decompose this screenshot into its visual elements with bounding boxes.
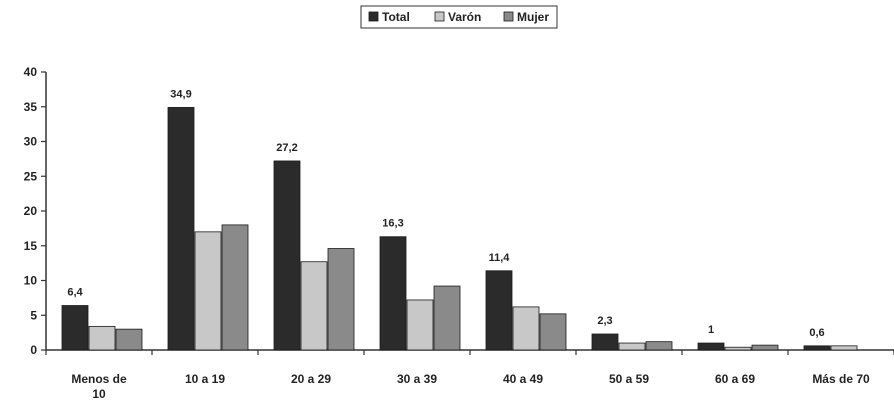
data-label: 0,6 <box>809 327 824 339</box>
x-tick-label: Más de 70 <box>812 372 870 386</box>
data-label: 16,3 <box>382 218 403 230</box>
y-tick-label: 0 <box>30 343 37 357</box>
bar-total-2 <box>273 160 301 351</box>
data-label: 11,4 <box>489 252 511 264</box>
data-label: 1 <box>708 324 714 336</box>
bar-total-3 <box>379 236 407 351</box>
bar-varon-6 <box>724 346 752 351</box>
bar-mujer-4 <box>539 313 567 351</box>
y-tick-label: 25 <box>24 169 38 183</box>
bar-mujer-6 <box>751 344 779 351</box>
data-labels: 6,4 34,9 27,2 16,3 11,4 2,3 1 0,6 <box>67 88 824 338</box>
bar-varon-3 <box>406 299 434 351</box>
legend-entry: Varón <box>448 10 481 24</box>
bar-varon-7 <box>830 345 858 351</box>
bar-mujer-0 <box>115 328 143 351</box>
y-tick-label: 20 <box>24 204 38 218</box>
bar-varon-5 <box>618 342 646 351</box>
bar-mujer-1 <box>221 224 249 351</box>
x-tick-label: Menos de 10 <box>71 372 127 401</box>
bar-total-6 <box>697 342 725 351</box>
bar-varon-1 <box>194 231 222 351</box>
x-tick-label: 30 a 39 <box>397 372 437 386</box>
bar-mujer-2 <box>327 248 355 351</box>
x-tick-label: 50 a 59 <box>609 372 649 386</box>
y-tick-label: 10 <box>24 274 38 288</box>
x-axis: Menos de 10 10 a 19 20 a 29 30 a 39 40 a 49 50… <box>45 349 894 401</box>
bar-total-5 <box>591 333 619 351</box>
x-tick-label: 10 a 19 <box>185 372 225 386</box>
data-label: 34,9 <box>170 88 191 100</box>
legend-entry: Total <box>382 10 410 24</box>
bar-mujer-5 <box>645 341 673 351</box>
x-tick-label: 60 a 69 <box>715 372 755 386</box>
y-tick-label: 35 <box>24 100 38 114</box>
bar-total-0 <box>61 305 89 351</box>
x-tick-label: 20 a 29 <box>291 372 331 386</box>
legend-swatch <box>368 11 379 22</box>
legend-entry: Mujer <box>517 10 549 24</box>
bar-mujer-3 <box>433 285 461 351</box>
legend-box <box>360 5 558 29</box>
y-tick-label: 30 <box>24 135 38 149</box>
chart-legend: Total Varón Mujer <box>360 5 558 29</box>
data-label: 27,2 <box>276 142 297 154</box>
bar-varon-4 <box>512 306 540 351</box>
y-axis: 0 5 10 15 20 25 30 35 40 <box>24 65 47 357</box>
data-label: 6,4 <box>67 287 83 299</box>
bar-varon-2 <box>300 261 328 351</box>
y-tick-label: 15 <box>24 239 38 253</box>
bar-total-7 <box>803 345 831 351</box>
bar-varon-0 <box>88 325 116 351</box>
y-tick-label: 40 <box>24 65 38 79</box>
bar-total-1 <box>167 107 195 351</box>
bar-total-4 <box>485 270 513 351</box>
x-tick-label: 40 a 49 <box>503 372 543 386</box>
y-tick-label: 5 <box>30 308 37 322</box>
legend-swatch <box>434 11 445 22</box>
legend-swatch <box>503 11 514 22</box>
bars <box>61 107 858 351</box>
data-label: 2,3 <box>597 315 612 327</box>
